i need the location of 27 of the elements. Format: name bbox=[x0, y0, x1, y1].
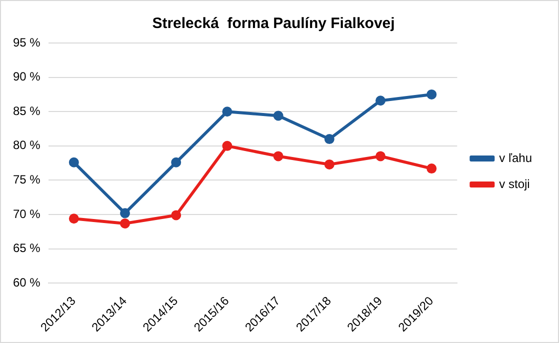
point bbox=[426, 164, 437, 174]
y-tick-label: 70 % bbox=[12, 206, 41, 221]
point bbox=[273, 110, 284, 121]
point bbox=[68, 157, 79, 168]
point bbox=[120, 208, 130, 218]
y-tick-label: 80 % bbox=[12, 138, 41, 152]
point bbox=[324, 134, 334, 144]
y-tick-label: 75 % bbox=[12, 172, 41, 187]
legend-label: v ľahu bbox=[499, 150, 532, 165]
y-tick-label: 85 % bbox=[12, 104, 41, 118]
point bbox=[120, 218, 130, 228]
y-tick-label: 60 % bbox=[12, 275, 41, 290]
point bbox=[324, 159, 334, 170]
point bbox=[376, 151, 386, 162]
point bbox=[426, 89, 437, 100]
point bbox=[222, 106, 232, 117]
point bbox=[273, 151, 284, 162]
point bbox=[171, 157, 182, 168]
y-tick-label: 95 % bbox=[12, 35, 41, 50]
point bbox=[68, 214, 79, 224]
legend-label: v stoji bbox=[499, 176, 530, 191]
chart-title: Strelecká forma Paulíny Fialkovej bbox=[152, 15, 395, 32]
y-tick-label: 90 % bbox=[12, 70, 41, 84]
point bbox=[376, 96, 386, 106]
point bbox=[171, 210, 182, 220]
y-tick-label: 65 % bbox=[12, 241, 41, 256]
point bbox=[222, 140, 232, 151]
